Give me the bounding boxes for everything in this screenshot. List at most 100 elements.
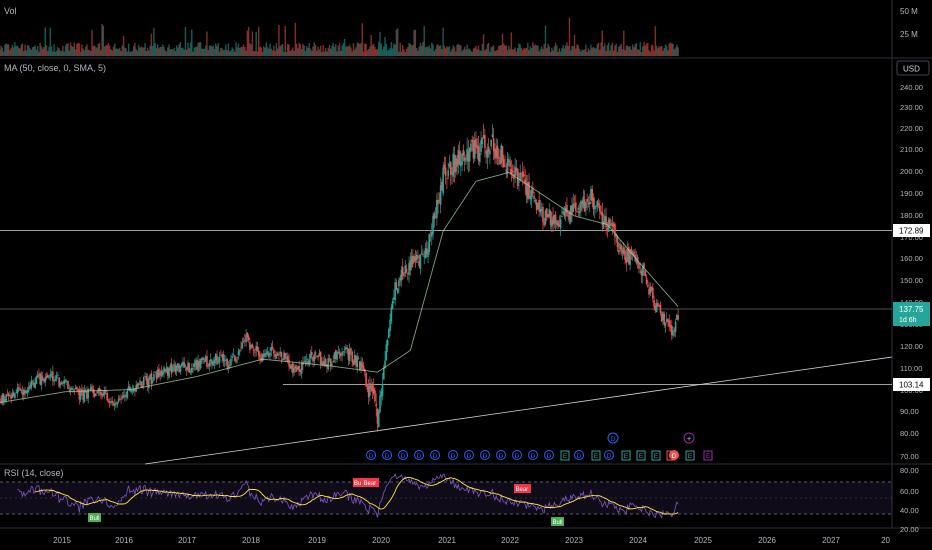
dividend-marker-latest[interactable]: D xyxy=(669,450,679,461)
candle-body xyxy=(68,389,71,391)
volume-bar xyxy=(552,50,554,56)
dividend-marker-ring[interactable] xyxy=(448,450,458,460)
dividend-marker-ring[interactable] xyxy=(528,450,538,460)
earnings-marker[interactable]: E xyxy=(621,450,631,461)
candle-body xyxy=(323,360,326,366)
volume-bar xyxy=(390,42,393,56)
candle-body xyxy=(226,359,228,367)
earnings-marker[interactable]: E xyxy=(651,450,661,461)
volume-bar xyxy=(360,43,362,56)
candle-body xyxy=(573,204,576,206)
time-axis[interactable]: 2015 2016 2017 2018 2019 2020 2021 2022 … xyxy=(53,536,890,545)
candle-body xyxy=(216,355,218,365)
dividend-marker[interactable]: D xyxy=(398,450,408,461)
rsi-pane[interactable]: RSI (14, close) 80.00 60.00 40.00 20.00 … xyxy=(0,466,919,534)
earnings-marker[interactable]: E xyxy=(685,450,695,461)
earnings-marker[interactable]: E xyxy=(636,450,646,461)
dividend-marker[interactable]: D xyxy=(382,450,392,461)
earnings-marker-box[interactable] xyxy=(636,450,646,461)
candle-body xyxy=(265,352,268,355)
dividend-marker-ring[interactable] xyxy=(366,450,376,460)
dividend-marker[interactable]: D xyxy=(430,450,440,461)
dividend-marker[interactable]: D xyxy=(414,450,424,461)
event-markers[interactable]: D + D D D D D D D D D D D D E D E D E E … xyxy=(366,432,713,461)
volume-bar xyxy=(1,47,4,56)
candle-body xyxy=(337,351,340,353)
volume-bar xyxy=(615,43,617,56)
volume-bar xyxy=(144,43,146,56)
volume-bar xyxy=(600,42,602,56)
volume-bar xyxy=(180,47,183,56)
dividend-marker-ring[interactable] xyxy=(604,450,614,460)
dividend-marker-ring[interactable] xyxy=(512,450,522,460)
volume-bar xyxy=(197,42,199,56)
dividend-marker-ring[interactable] xyxy=(574,450,584,460)
dividend-marker[interactable]: D xyxy=(496,450,506,461)
volume-bar xyxy=(356,42,358,56)
dividend-marker[interactable]: D xyxy=(544,450,554,461)
bear-signal-label-partial-bg[interactable] xyxy=(353,478,363,487)
dividend-marker-ring[interactable] xyxy=(480,450,490,460)
dividend-marker-ring[interactable] xyxy=(496,450,506,460)
bear-signal-label-bg[interactable] xyxy=(362,478,379,487)
dividend-marker[interactable]: D xyxy=(464,450,474,461)
earnings-marker-box[interactable] xyxy=(621,450,631,461)
candle-body xyxy=(610,224,612,225)
earnings-marker[interactable]: E xyxy=(591,450,601,461)
dividend-marker[interactable]: D xyxy=(512,450,522,461)
candle-body xyxy=(332,360,335,363)
bull-signal-label-2[interactable]: Bull xyxy=(551,517,564,526)
volume-bar xyxy=(676,44,678,56)
dividend-marker-ring[interactable] xyxy=(430,450,440,460)
volume-bar xyxy=(126,51,129,56)
currency-button-frame[interactable] xyxy=(896,60,930,76)
volume-bar xyxy=(424,47,427,56)
dividend-marker[interactable]: D xyxy=(528,450,538,461)
volume-bar xyxy=(71,45,73,56)
candle-body xyxy=(538,199,540,212)
dividend-marker-ring[interactable] xyxy=(607,432,619,444)
bull-signal-label-bg[interactable] xyxy=(88,513,101,522)
price-pane[interactable]: MA (50, close, 0, SMA, 5) USD 240.00 230… xyxy=(0,60,930,465)
candle-body xyxy=(550,219,553,227)
dividend-marker-ring[interactable] xyxy=(669,450,679,460)
earnings-marker-upcoming[interactable]: E xyxy=(703,450,713,461)
dividend-marker[interactable]: D xyxy=(480,450,490,461)
volume-bar xyxy=(265,42,268,56)
bear-signal-label-bg[interactable] xyxy=(514,484,531,493)
dividend-marker[interactable]: D xyxy=(604,450,614,461)
candle-body xyxy=(588,202,591,205)
ascending-trendline[interactable] xyxy=(144,356,893,465)
candle-body xyxy=(149,374,151,379)
upcoming-event-marker[interactable]: + xyxy=(683,432,695,444)
currency-button[interactable]: USD xyxy=(896,60,930,76)
earnings-marker-box[interactable] xyxy=(685,450,695,461)
dividend-marker-ring[interactable] xyxy=(382,450,392,460)
earnings-marker-box[interactable] xyxy=(560,450,570,461)
earnings-marker-box[interactable] xyxy=(703,450,713,461)
dividend-marker-ring[interactable] xyxy=(398,450,408,460)
upcoming-event-ring[interactable] xyxy=(683,432,695,444)
dividend-marker[interactable]: D xyxy=(574,450,584,461)
volume-pane[interactable]: Vol 50 M 25 M xyxy=(0,6,918,57)
dividend-marker-ring[interactable] xyxy=(544,450,554,460)
earnings-marker-box[interactable] xyxy=(591,450,601,461)
bull-signal-label[interactable]: Bull xyxy=(88,513,101,522)
bull-signal-label-bg[interactable] xyxy=(551,517,564,526)
dividend-marker-upper[interactable]: D xyxy=(607,432,619,444)
bear-signal-label[interactable]: Bu Bear xyxy=(353,478,379,487)
volume-bar xyxy=(662,50,664,56)
candle-body xyxy=(7,393,10,396)
earnings-marker[interactable]: E xyxy=(560,450,570,461)
bear-signal-label-2[interactable]: Bear xyxy=(514,484,531,493)
currency-button-label[interactable]: USD xyxy=(903,65,920,74)
dividend-marker[interactable]: D xyxy=(448,450,458,461)
dividend-marker-ring[interactable] xyxy=(464,450,474,460)
volume-bar xyxy=(79,51,82,56)
volume-bar xyxy=(20,44,22,56)
dividend-marker[interactable]: D xyxy=(366,450,376,461)
earnings-marker-box[interactable] xyxy=(651,450,661,461)
candle-body xyxy=(10,395,12,399)
dividend-marker-ring[interactable] xyxy=(414,450,424,460)
